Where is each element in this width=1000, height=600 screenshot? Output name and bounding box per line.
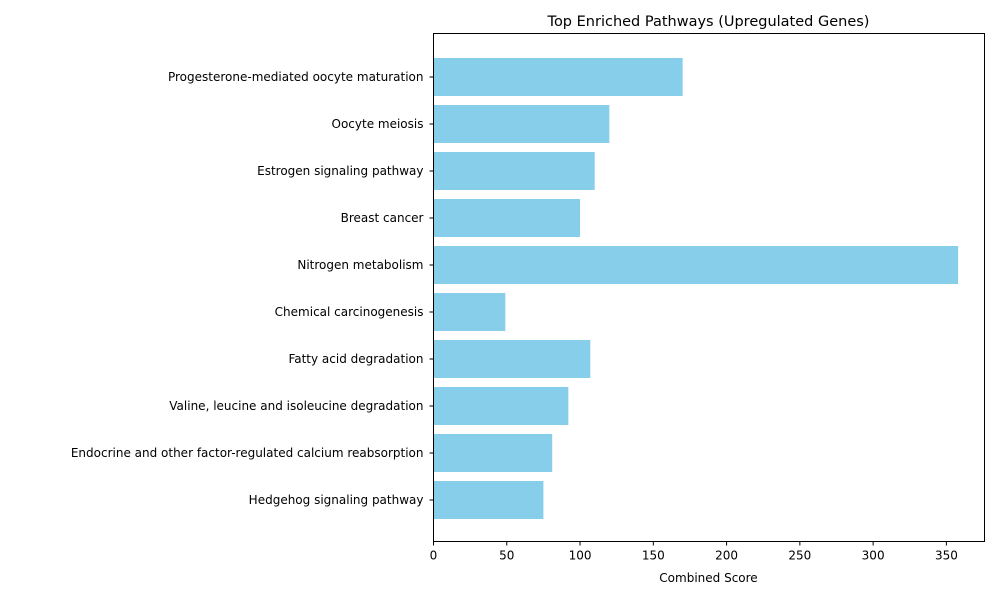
bars-layer [433, 58, 959, 519]
category-label: Endocrine and other factor-regulated cal… [71, 446, 424, 460]
chart-title: Top Enriched Pathways (Upregulated Genes… [547, 14, 870, 30]
category-label: Breast cancer [341, 211, 424, 225]
bar [433, 105, 610, 143]
x-tick-label: 150 [642, 549, 665, 563]
bar [433, 58, 683, 96]
bar [433, 293, 506, 331]
bar [433, 481, 544, 519]
category-label: Fatty acid degradation [288, 352, 423, 366]
x-tick-label: 300 [862, 549, 885, 563]
bar [433, 387, 569, 425]
x-tick-label: 250 [788, 549, 811, 563]
category-label: Nitrogen metabolism [297, 258, 423, 272]
bar [433, 434, 553, 472]
bar [433, 340, 591, 378]
x-axis-ticks: 0 50 100 150 200 250 300 350 [430, 541, 958, 563]
category-label: Chemical carcinogenesis [275, 305, 424, 319]
x-tick-label: 200 [715, 549, 738, 563]
bar [433, 152, 595, 190]
category-labels: Progesterone-mediated oocyte maturation O… [71, 70, 434, 507]
category-label: Estrogen signaling pathway [257, 164, 423, 178]
plot-frame [433, 33, 985, 542]
category-label: Progesterone-mediated oocyte maturation [168, 70, 424, 84]
x-tick-label: 100 [569, 549, 592, 563]
category-label: Hedgehog signaling pathway [249, 493, 424, 507]
bar [433, 246, 959, 284]
bar [433, 199, 581, 237]
category-label: Valine, leucine and isoleucine degradati… [169, 399, 423, 413]
x-tick-label: 50 [499, 549, 514, 563]
x-tick-label: 350 [935, 549, 958, 563]
category-label: Oocyte meiosis [332, 117, 424, 131]
x-tick-label: 0 [430, 549, 438, 563]
x-axis-label: Combined Score [659, 571, 757, 585]
